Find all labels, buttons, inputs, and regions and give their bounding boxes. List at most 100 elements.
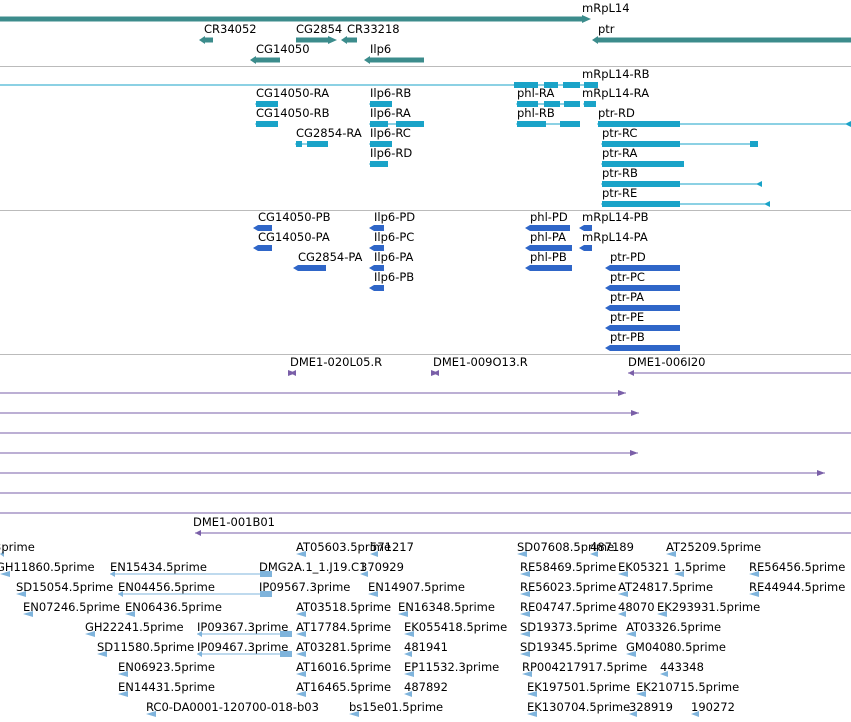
protein-ptr-pe[interactable]: ptr-PE: [605, 310, 680, 331]
est-ek197501-5prime[interactable]: EK197501.5prime: [527, 680, 630, 697]
gene-ilp6[interactable]: Ilp6: [364, 42, 424, 64]
est-at03518-5prime[interactable]: AT03518.5prime: [296, 600, 391, 617]
est-1-5prime[interactable]: 1.5prime: [674, 560, 726, 577]
est-at03326-5prime[interactable]: AT03326.5prime: [626, 620, 721, 637]
est-dmg2a-1-1-j19-c1[interactable]: DMG2A.1_1.J19.C1: [259, 560, 366, 577]
est-at17784-5prime[interactable]: AT17784.5prime: [296, 620, 391, 637]
est-re04747-5prime[interactable]: RE04747.5prime: [520, 600, 616, 617]
est-370929[interactable]: 370929: [360, 560, 404, 577]
est-gm04080-5prime[interactable]: GM04080.5prime: [626, 640, 726, 657]
est-re44944-5prime[interactable]: RE44944.5prime: [749, 580, 845, 597]
est-487892[interactable]: 487892: [404, 680, 448, 697]
est-3prime[interactable]: 3prime: [0, 540, 35, 557]
protein-phl-pa[interactable]: phl-PA: [525, 230, 572, 251]
transcript-cg14050-rb[interactable]: CG14050-RB: [255, 106, 330, 127]
protein-ptr-pb[interactable]: ptr-PB: [605, 330, 680, 351]
est-en06923-5prime[interactable]: EN06923.5prime: [118, 660, 215, 677]
protein-phl-pd[interactable]: phl-PD: [525, 210, 570, 231]
est-sd07608-5prime[interactable]: SD07608.5prime: [517, 540, 614, 557]
est-en06436-5prime[interactable]: EN06436.5prime: [125, 600, 222, 617]
transcript-ptr-ra[interactable]: ptr-RA: [601, 146, 684, 167]
transcript-phl-ra[interactable]: phl-RA: [516, 86, 580, 107]
est-at16016-5prime[interactable]: AT16016.5prime: [296, 660, 391, 677]
transcript-cg14050-ra[interactable]: CG14050-RA: [255, 86, 329, 107]
clone-item-3[interactable]: [0, 390, 626, 396]
est-ek055418-5prime[interactable]: EK055418.5prime: [404, 620, 507, 637]
est-re58469-5prime[interactable]: RE58469.5prime: [520, 560, 616, 577]
gene-ptr[interactable]: ptr: [592, 22, 851, 44]
protein-cg14050-pb[interactable]: CG14050-PB: [253, 210, 331, 231]
gene-cr34052[interactable]: CR34052: [199, 22, 257, 44]
est-at05603-5prime[interactable]: AT05603.5prime: [296, 540, 391, 557]
protein-ilp6-pb[interactable]: Ilp6-PB: [369, 270, 414, 291]
est-571217[interactable]: 571217: [370, 540, 414, 557]
clone-dme1-001b01[interactable]: DME1-001B01: [193, 515, 851, 536]
transcript-mrpl14-ra[interactable]: mRpL14-RA: [582, 86, 649, 107]
gene-cg14050[interactable]: CG14050: [250, 42, 310, 64]
est-ek05321[interactable]: EK05321: [618, 560, 669, 577]
est-sd15054-5prime[interactable]: SD15054.5prime: [16, 580, 113, 597]
protein-mrpl14-pb[interactable]: mRpL14-PB: [579, 210, 649, 231]
est-487189[interactable]: 487189: [590, 540, 634, 557]
est-ek293931-5prime[interactable]: EK293931.5prime: [657, 600, 760, 617]
protein-phl-pb[interactable]: phl-PB: [525, 250, 572, 271]
protein-ilp6-pc[interactable]: Ilp6-PC: [369, 230, 414, 251]
est-bs15e01-5prime[interactable]: bs15e01.5prime: [349, 700, 443, 717]
est-ip09367-3prime[interactable]: IP09367.3prime: [197, 620, 292, 637]
protein-ilp6-pd[interactable]: Ilp6-PD: [369, 210, 415, 231]
transcript-ilp6-rc[interactable]: Ilp6-RC: [369, 126, 411, 147]
est-rc0-da0001-120700-018-b03[interactable]: RC0-DA0001-120700-018-b03: [146, 700, 319, 717]
transcript-mrpl14-rb[interactable]: mRpL14-RB: [0, 67, 650, 88]
est-ip09467-3prime[interactable]: IP09467.3prime: [197, 640, 292, 657]
protein-mrpl14-pa[interactable]: mRpL14-PA: [579, 230, 648, 251]
est-en07246-5prime[interactable]: EN07246.5prime: [23, 600, 120, 617]
est-481941[interactable]: 481941: [404, 640, 448, 657]
protein-ptr-pc[interactable]: ptr-PC: [605, 270, 680, 291]
transcript-ilp6-rd[interactable]: Ilp6-RD: [369, 146, 412, 167]
protein-ilp6-pa[interactable]: Ilp6-PA: [369, 250, 414, 271]
est-en14431-5prime[interactable]: EN14431.5prime: [118, 680, 215, 697]
est-rp004217917-5prime[interactable]: RP004217917.5prime: [522, 660, 647, 677]
transcript-phl-rb[interactable]: phl-RB: [516, 106, 580, 127]
est-en04456-5prime[interactable]: EN04456.5prime: [118, 580, 272, 597]
clone-dme1-006i20[interactable]: DME1-006I20: [628, 355, 851, 376]
protein-ptr-pa[interactable]: ptr-PA: [605, 290, 680, 311]
est-ep11532-3prime[interactable]: EP11532.3prime: [404, 660, 499, 677]
transcript-ptr-rc[interactable]: ptr-RC: [601, 126, 758, 147]
est-sd19373-5prime[interactable]: SD19373.5prime: [520, 620, 617, 637]
est-ek130704-5prime[interactable]: EK130704.5prime: [527, 700, 630, 717]
gene-cr33218[interactable]: CR33218: [341, 22, 400, 44]
est-sd19345-5prime[interactable]: SD19345.5prime: [520, 640, 617, 657]
clone-item-4[interactable]: [0, 410, 639, 416]
est-gh22241-5prime[interactable]: GH22241.5prime: [85, 620, 184, 637]
est-at03281-5prime[interactable]: AT03281.5prime: [296, 640, 391, 657]
clone-dme1-020l05-r[interactable]: DME1-020L05.R: [288, 355, 382, 376]
transcript-ilp6-rb[interactable]: Ilp6-RB: [369, 86, 411, 107]
est-gh11860-5prime[interactable]: GH11860.5prime: [0, 560, 95, 577]
transcript-ptr-re[interactable]: ptr-RE: [601, 186, 770, 207]
est-sd11580-5prime[interactable]: SD11580.5prime: [97, 640, 194, 657]
est-re56456-5prime[interactable]: RE56456.5prime: [749, 560, 845, 577]
protein-ptr-pd[interactable]: ptr-PD: [605, 250, 680, 271]
est-at16465-5prime[interactable]: AT16465.5prime: [296, 680, 391, 697]
est-en15434-5prime[interactable]: EN15434.5prime: [110, 560, 272, 577]
est-48070[interactable]: 48070: [618, 600, 655, 617]
clone-item-6[interactable]: [0, 450, 638, 456]
est-at24817-5prime[interactable]: AT24817.5prime: [618, 580, 713, 597]
est-ip09567-3prime[interactable]: IP09567.3prime: [259, 580, 350, 597]
clone-dme1-009o13-r[interactable]: DME1-009O13.R: [431, 355, 528, 376]
est-en16348-5prime[interactable]: EN16348.5prime: [398, 600, 495, 617]
est-re56023-5prime[interactable]: RE56023.5prime: [520, 580, 616, 597]
protein-cg14050-pa[interactable]: CG14050-PA: [253, 230, 330, 251]
est-at25209-5prime[interactable]: AT25209.5prime: [666, 540, 761, 557]
protein-cg2854-pa[interactable]: CG2854-PA: [293, 250, 363, 271]
est-328919[interactable]: 328919: [629, 700, 673, 717]
est-443348[interactable]: 443348: [660, 660, 704, 677]
transcript-cg2854-ra[interactable]: CG2854-RA: [295, 126, 362, 147]
est-en14907-5prime[interactable]: EN14907.5prime: [368, 580, 465, 597]
transcript-ptr-rd[interactable]: ptr-RD: [597, 106, 851, 127]
gene-cg2854[interactable]: CG2854: [296, 22, 342, 44]
clone-item-7[interactable]: [0, 470, 825, 476]
est-ek210715-5prime[interactable]: EK210715.5prime: [636, 680, 739, 697]
gene-mrpl14[interactable]: mRpL14: [0, 1, 630, 23]
